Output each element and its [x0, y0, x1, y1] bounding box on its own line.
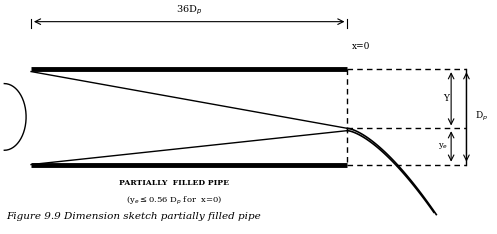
- Text: PARTIALLY  FILLED PIPE: PARTIALLY FILLED PIPE: [119, 179, 230, 187]
- Text: Y: Y: [443, 94, 449, 103]
- Text: (y$_e$$\leq$0.56 D$_p$ for  x=0): (y$_e$$\leq$0.56 D$_p$ for x=0): [126, 195, 223, 207]
- Text: 36D$_p$: 36D$_p$: [176, 4, 202, 17]
- Text: Figure 9.9 Dimension sketch partially filled pipe: Figure 9.9 Dimension sketch partially fi…: [6, 212, 261, 221]
- Text: D$_p$: D$_p$: [475, 110, 488, 124]
- Text: y$_e$: y$_e$: [438, 142, 449, 151]
- Text: x=0: x=0: [352, 42, 371, 51]
